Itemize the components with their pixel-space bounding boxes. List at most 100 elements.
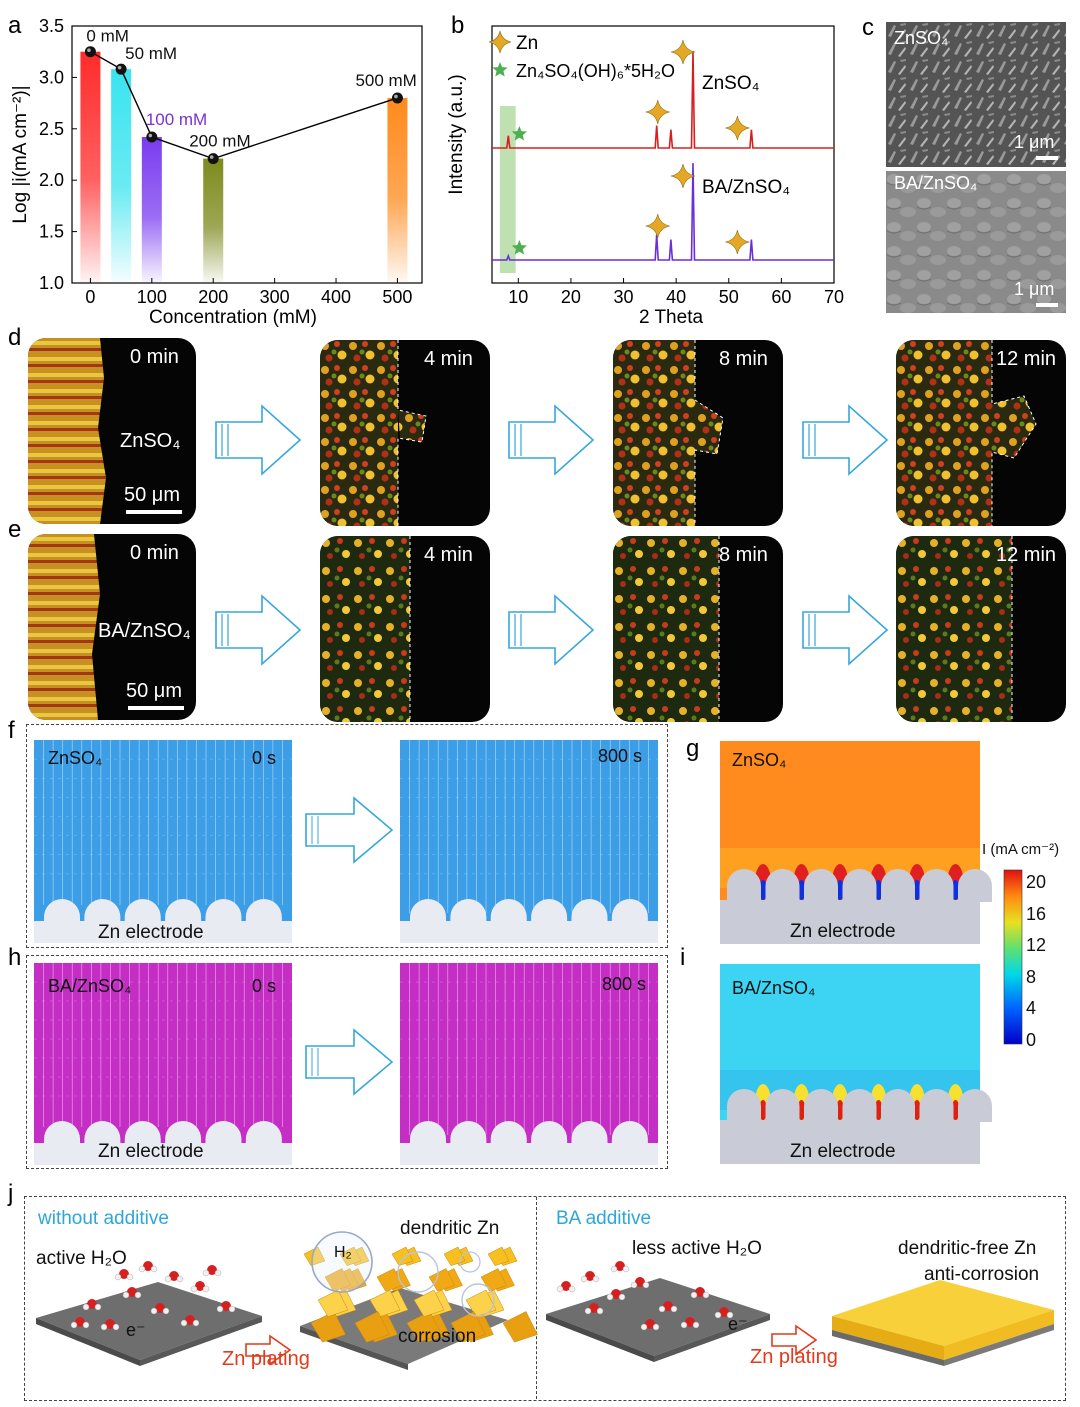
- legend-zn4so4-star-icon: [492, 62, 508, 77]
- colorbar-tick-label: 4: [1026, 998, 1037, 1018]
- water-molecule: [695, 1287, 705, 1297]
- y-tick-label: 3.0: [39, 67, 64, 87]
- electrode-bump: [842, 1089, 877, 1122]
- panel-i-electrode: Zn electrode: [790, 1141, 896, 1162]
- zn-star-icon: [725, 229, 750, 255]
- panel-letter-d: d: [8, 324, 22, 351]
- series-0: [492, 51, 834, 149]
- sem-image-znso4: ZnSO₄ 1 μm: [886, 22, 1066, 167]
- water-molecule: [615, 1261, 625, 1271]
- electrode-bump: [881, 1089, 915, 1122]
- dendrite: [465, 1289, 497, 1317]
- water-molecule: [185, 1315, 195, 1325]
- water-molecule: [87, 1299, 97, 1309]
- sem-scale-bottom: 1 μm: [1014, 279, 1055, 299]
- panel-j-corrosion-label: corrosion: [398, 1326, 477, 1347]
- panel-j-right-result-1: dendritic-free Zn: [898, 1238, 1037, 1259]
- x-tick-label: 10: [508, 287, 528, 307]
- flux-h-800s: [400, 963, 658, 1165]
- water-molecule: [169, 1271, 179, 1281]
- micrograph-e-0min: 0 min BA/ZnSO₄ 50 μm: [28, 534, 196, 720]
- bar-0-mM: [80, 51, 101, 284]
- zn-star-icon: [725, 115, 750, 141]
- dendrite: [339, 1246, 362, 1266]
- arrow-icon: [802, 594, 889, 666]
- y-axis-label: Log |i(mA cm⁻²)|: [10, 85, 31, 223]
- panel-i-map: [720, 964, 992, 1164]
- bar-500-mM: [387, 97, 408, 284]
- time-label: 12 min: [996, 348, 1057, 370]
- panel-letter-j: j: [8, 1180, 14, 1207]
- arrow-icon: [305, 796, 394, 864]
- panel-g-label: ZnSO₄: [732, 750, 787, 770]
- zn-star-icon: [645, 99, 670, 125]
- panel-j-h2-label: H₂: [334, 1244, 352, 1261]
- panel-h-electrode: Zn electrode: [98, 1141, 204, 1162]
- series-1: [492, 163, 834, 261]
- electrode-bump: [919, 869, 954, 902]
- panel-j-right-title: BA additive: [556, 1208, 652, 1229]
- scale-label: 50 μm: [124, 484, 180, 506]
- panel-j-left-h2o: active H₂O: [36, 1248, 127, 1269]
- water-molecule: [143, 1261, 153, 1271]
- colorbar-tick-label: 12: [1026, 935, 1047, 955]
- time-label: 12 min: [996, 544, 1057, 566]
- current-density-maps: [720, 741, 1023, 1164]
- electrode-bump: [765, 1089, 800, 1122]
- time-label: 8 min: [719, 348, 768, 370]
- legend-zn-star-icon: [488, 30, 512, 54]
- panel-b-xrd-chart: Zn Zn₄SO₄(OH)₆*5H₂O ZnSO₄ BA/ZnSO₄ 10 20 30 40 5…: [446, 25, 844, 328]
- panel-j-divider: [536, 1197, 537, 1399]
- zn-star-icon: [645, 213, 670, 239]
- time-label: 8 min: [719, 544, 768, 566]
- data-label: 0 mM: [86, 27, 129, 46]
- panel-h-label: BA/ZnSO₄: [48, 976, 132, 996]
- x-tick-label: 100: [137, 287, 167, 307]
- zn-star-icon: [670, 39, 696, 65]
- arrow-icon: [508, 404, 595, 476]
- water-molecule: [645, 1319, 655, 1329]
- x-tick-label: 30: [614, 287, 634, 307]
- process-arrows-d-e: [215, 404, 889, 666]
- electrode-bump: [804, 869, 838, 902]
- micrograph-d-8min: 8 min: [613, 340, 783, 526]
- zn4so4-star-icon: [511, 240, 527, 255]
- legend-label: Zn: [516, 33, 538, 54]
- x-tick-label: 500: [382, 287, 412, 307]
- dendrite: [369, 1289, 401, 1317]
- plot-frame: [71, 25, 423, 284]
- x-tick-label: 400: [321, 287, 351, 307]
- water-molecule: [75, 1317, 85, 1327]
- sem-texture-flakes: [886, 22, 1066, 167]
- water-molecule: [221, 1301, 231, 1311]
- colorbar-tick-label: 0: [1026, 1029, 1037, 1050]
- panel-letter-e: e: [8, 516, 22, 543]
- arrow-icon: [802, 404, 889, 476]
- x-tick-label: 200: [198, 287, 228, 307]
- water-molecule: [589, 1303, 599, 1313]
- plot-frame: [491, 25, 835, 284]
- dendrite: [310, 1311, 346, 1343]
- zn-plating-arrow-icon: [771, 1324, 818, 1356]
- zn-plating-arrow-icon: [245, 1334, 292, 1366]
- sem-scale-bar-bottom: [1036, 303, 1058, 307]
- sem-image-ba-znso4: BA/ZnSO₄ 1 μm: [886, 171, 1066, 313]
- x-tick-label: 40: [666, 287, 686, 307]
- zn-substrate-right: [546, 1278, 770, 1356]
- y-tick-label: 1.5: [39, 222, 64, 242]
- micrograph-d-4min: 4 min: [320, 340, 490, 526]
- sem-scale-top: 1 μm: [1014, 132, 1055, 152]
- scale-bar: [128, 706, 184, 710]
- panel-letter-a: a: [8, 12, 22, 39]
- data-label: 500 mM: [355, 71, 416, 90]
- x-tick-label: 70: [824, 287, 844, 307]
- y-tick-label: 2.5: [39, 119, 64, 139]
- panel-j-schematic: [36, 1231, 1054, 1370]
- panel-letter-f: f: [8, 717, 15, 744]
- panel-letter-c: c: [862, 14, 874, 41]
- water-molecule: [635, 1277, 645, 1287]
- water-molecule: [719, 1307, 729, 1317]
- flux-f-800s: [400, 740, 658, 943]
- water-molecule: [127, 1287, 137, 1297]
- panel-j-right-electron: e⁻: [728, 1314, 748, 1334]
